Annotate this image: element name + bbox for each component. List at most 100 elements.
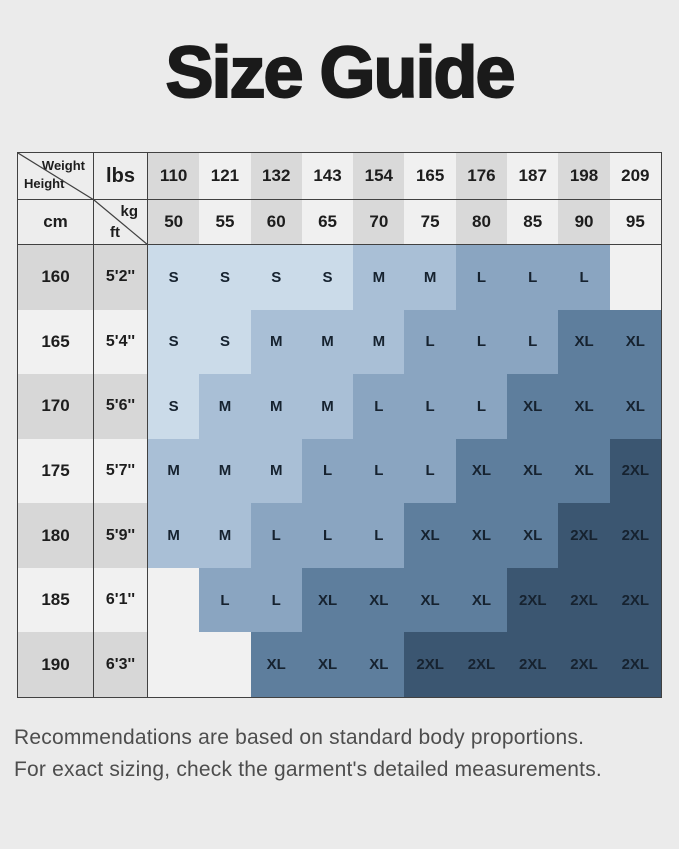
size-cell: 2XL [507,567,559,633]
height-ft-cell: 5'6'' [94,374,148,439]
size-cell: L [353,438,405,504]
size-cell: L [353,374,405,439]
size-cell: L [301,503,354,568]
weight-lbs-header: 143 [301,153,354,200]
height-ft-cell: 6'1'' [94,567,148,633]
height-cm-cell: 180 [18,503,94,568]
size-cell: XL [558,374,610,439]
size-cell: L [455,374,508,439]
size-cell: XL [558,309,610,375]
weight-lbs-header: 154 [353,153,405,200]
footer-line-1: Recommendations are based on standard bo… [14,726,585,749]
size-cell: XL [404,503,456,568]
size-cell: 2XL [609,503,661,568]
size-cell: S [148,309,200,375]
size-cell: M [250,374,302,439]
size-cell: XL [609,309,661,375]
size-table: Weight Height lbs cm kg ft 110 121 132 143 1… [17,152,662,698]
size-cell-empty [609,245,661,310]
height-axis-label: Height [24,176,65,191]
size-cell: 2XL [558,503,610,568]
size-cell: S [301,245,354,310]
weight-kg-header: 85 [507,200,559,245]
height-cm-cell: 185 [18,567,94,633]
size-cell: L [455,309,508,375]
size-cell: XL [507,503,559,568]
size-cell: XL [609,374,661,439]
size-cell: XL [558,438,610,504]
size-cell: L [558,245,610,310]
size-cell: M [301,309,354,375]
size-cell: M [404,245,456,310]
size-cell: M [250,309,302,375]
weight-kg-header: 95 [609,200,661,245]
weight-lbs-header: 209 [609,153,661,200]
size-cell: L [250,567,302,633]
height-cm-cell: 190 [18,632,94,697]
height-ft-cell: 5'4'' [94,309,148,375]
size-cell: M [199,503,251,568]
size-cell: L [301,438,354,504]
size-cell: S [199,245,251,310]
size-cell: XL [455,503,508,568]
size-cell-empty [199,632,251,697]
size-cell: M [199,438,251,504]
size-cell: L [353,503,405,568]
weight-lbs-header: 165 [404,153,456,200]
size-cell: S [199,309,251,375]
size-cell: L [199,567,251,633]
size-cell: XL [301,567,354,633]
kg-unit-label: kg [120,203,138,220]
size-cell: L [404,309,456,375]
size-cell: XL [404,567,456,633]
size-cell: M [301,374,354,439]
height-ft-cell: 5'7'' [94,438,148,504]
size-cell: S [148,374,200,439]
size-cell: XL [353,632,405,697]
size-cell: M [250,438,302,504]
size-cell: XL [353,567,405,633]
size-cell-empty [148,567,200,633]
cm-unit-cell: cm [18,200,94,245]
size-cell: XL [455,438,508,504]
size-cell: XL [301,632,354,697]
weight-kg-header: 90 [558,200,610,245]
height-cm-cell: 165 [18,309,94,375]
height-ft-cell: 6'3'' [94,632,148,697]
size-cell: L [455,245,508,310]
lbs-unit-cell: lbs [94,153,148,200]
size-cell: 2XL [609,632,661,697]
weight-kg-header: 50 [148,200,200,245]
size-cell: S [250,245,302,310]
weight-lbs-header: 176 [455,153,508,200]
weight-lbs-header: 198 [558,153,610,200]
size-cell: XL [455,567,508,633]
weight-axis-label: Weight [41,158,85,173]
footer-line-2: For exact sizing, check the garment's de… [14,758,602,781]
weight-lbs-header: 132 [250,153,302,200]
size-cell: L [507,245,559,310]
size-cell: M [148,438,200,504]
size-cell: 2XL [558,632,610,697]
weight-kg-header: 60 [250,200,302,245]
weight-lbs-header: 121 [199,153,251,200]
height-ft-cell: 5'9'' [94,503,148,568]
size-cell: XL [507,374,559,439]
size-cell: 2XL [404,632,456,697]
height-cm-cell: 175 [18,438,94,504]
size-cell: L [250,503,302,568]
kg-ft-unit-cell: kg ft [94,200,148,245]
height-ft-cell: 5'2'' [94,245,148,310]
weight-kg-header: 80 [455,200,508,245]
footer-note: Recommendations are based on standard bo… [14,722,669,786]
weight-lbs-header: 110 [148,153,200,200]
size-cell: 2XL [609,438,661,504]
size-cell: XL [250,632,302,697]
height-cm-cell: 160 [18,245,94,310]
size-grid: Weight Height lbs cm kg ft 110 121 132 143 1… [18,153,661,697]
weight-kg-header: 75 [404,200,456,245]
corner-weight-height-cell: Weight Height [18,153,94,200]
size-cell: L [404,438,456,504]
page-title: Size Guide [164,32,516,114]
